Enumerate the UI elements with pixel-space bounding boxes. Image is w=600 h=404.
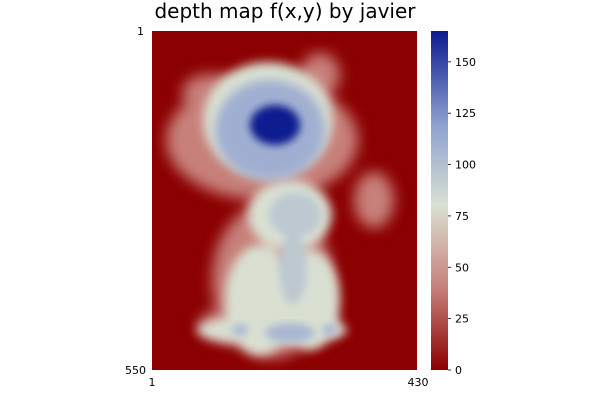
feet-region [232,323,338,343]
colorbar-tick-label: 125 [455,107,476,120]
head-center-region [250,105,300,145]
colorbar [431,31,448,370]
y-tick-label: 550 [125,364,146,377]
colorbar-tick-label: 0 [455,364,462,377]
colorbar-tick-label: 25 [455,313,469,326]
colorbar-tick-label: 150 [455,56,476,69]
chart-title: depth map f(x,y) by javier [154,0,416,23]
colorbar-ticks: 0 25 50 75 100 125 150 [448,56,476,377]
y-tick-label: 1 [137,25,144,38]
x-tick-label: 1 [149,376,156,389]
heatmap-plot [152,31,417,370]
colorbar-tick-label: 75 [455,210,469,223]
colorbar-tick-label: 100 [455,159,476,172]
colorbar-tick-label: 50 [455,261,469,274]
x-tick-label: 430 [408,376,429,389]
chest-region [269,193,321,304]
